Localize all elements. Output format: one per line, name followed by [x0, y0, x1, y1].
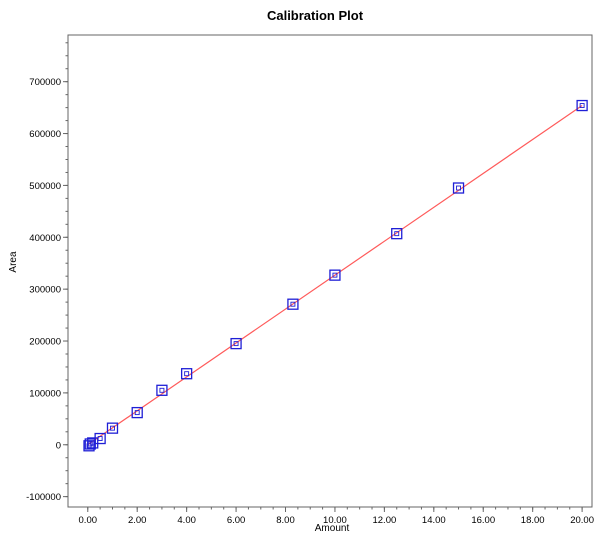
data-point [230, 337, 242, 350]
y-tick-label: 500000 [29, 181, 61, 192]
y-tick-label: 400000 [29, 233, 61, 244]
y-tick-label: 200000 [29, 337, 61, 348]
data-point [180, 368, 193, 380]
data-point [287, 298, 299, 310]
x-tick-label: 0.00 [79, 515, 98, 526]
x-tick-label: 20.00 [570, 515, 594, 526]
y-tick-label: 700000 [29, 77, 61, 88]
regression-line [87, 105, 583, 446]
x-axis: 0.00 2.00 4.00 6.00 8.00 10.00 12.00 14.00 16.00… [79, 507, 594, 526]
y-axis: -100000 0 100000 200000 300000 400000 500000 60… [26, 42, 68, 503]
data-point [94, 432, 106, 445]
x-tick-label: 18.00 [521, 515, 545, 526]
plot-frame [67, 34, 593, 508]
y-tick-label: 300000 [29, 285, 61, 296]
data-point [329, 269, 341, 281]
x-tick-label: 12.00 [372, 515, 396, 526]
y-tick-label: 600000 [29, 129, 61, 140]
x-axis-label: Amount [315, 523, 350, 533]
data-points [83, 99, 588, 452]
chart-title: Calibration Plot [267, 8, 364, 23]
data-point [452, 182, 465, 194]
x-tick-label: 16.00 [471, 515, 495, 526]
x-tick-label: 10.00 [323, 515, 347, 526]
data-point [131, 406, 143, 419]
x-tick-label: 4.00 [177, 515, 196, 526]
plot-area: -100000 0 100000 200000 300000 400000 500000 60… [26, 34, 594, 526]
y-axis-label: Area [8, 251, 19, 273]
x-tick-label: 14.00 [422, 515, 446, 526]
x-tick-label: 8.00 [276, 515, 295, 526]
data-point [391, 228, 403, 240]
y-tick-label: 100000 [29, 388, 61, 399]
x-tick-label: 2.00 [128, 515, 147, 526]
data-point [106, 422, 119, 434]
x-tick-label: 6.00 [227, 515, 246, 526]
data-point [156, 384, 168, 396]
y-tick-label: -100000 [26, 492, 61, 503]
y-tick-label: 0 [56, 440, 61, 451]
data-point [576, 99, 588, 112]
